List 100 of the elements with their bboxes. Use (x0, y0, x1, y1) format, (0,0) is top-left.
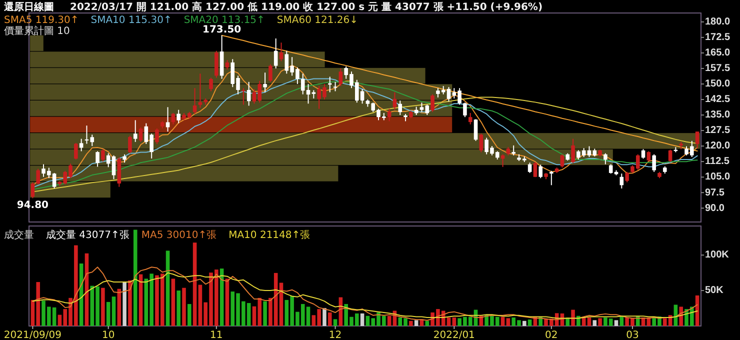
bar (409, 320, 413, 326)
x-tick-label: 10 (102, 330, 115, 340)
y-tick-label: 135.0 (705, 110, 730, 121)
y-tick-label: 105.0 (705, 172, 730, 183)
bar (30, 116, 452, 132)
x-tick-label: 12 (328, 330, 342, 340)
candlestick (387, 108, 392, 122)
x-tick-label: 2022/01 (433, 330, 475, 340)
candlestick (279, 42, 284, 62)
text: SMA20 113.15↑ (184, 15, 265, 26)
y-tick-label: 172.5 (705, 32, 730, 44)
bar (138, 274, 143, 326)
text: SMA60 121.26↓ (276, 15, 358, 26)
bar (328, 312, 332, 326)
candlestick (646, 150, 651, 162)
y-tick-label: 142.5 (705, 94, 730, 106)
candlestick (512, 144, 516, 156)
bar (225, 278, 230, 326)
annotation: 173.50 (202, 24, 242, 36)
candlestick (430, 94, 434, 112)
y-tick-label: 165.0 (705, 48, 730, 59)
candlestick (176, 109, 180, 124)
bar (414, 320, 418, 326)
y-tick-label: 50K (705, 285, 724, 296)
bar (117, 288, 122, 326)
y-tick-label: 97.5 (705, 187, 725, 198)
text: SMA5 119.30↑ (4, 15, 79, 26)
x-tick-label: 2021/09/09 (4, 330, 62, 340)
bar (571, 310, 575, 326)
candlestick (668, 149, 672, 162)
bar (133, 230, 138, 326)
bar (106, 302, 110, 326)
candlestick (155, 128, 159, 144)
bar (446, 317, 451, 326)
x-tick-label: 02 (545, 330, 558, 340)
candlestick (608, 164, 613, 174)
bar (171, 278, 176, 326)
candlestick (333, 81, 338, 92)
text: MA5 30010↑張 (141, 230, 217, 241)
candlestick (398, 100, 402, 116)
candlestick (171, 112, 176, 125)
candlestick (106, 152, 110, 168)
candlestick (246, 81, 251, 106)
bar (176, 290, 180, 326)
chart-subtitle: 2022/03/17 開 121.00 高 127.00 低 119.00 收 127.00 s 元 量 43077 張 +11.50 (+9.96%) (70, 1, 543, 13)
candlestick (128, 135, 132, 154)
candlestick (209, 77, 213, 92)
candlestick (263, 72, 267, 93)
bar (587, 317, 592, 326)
candlestick (79, 138, 84, 152)
candlestick (101, 148, 105, 162)
candlestick (604, 152, 608, 165)
chart-title: 還原日線圖 (3, 1, 54, 13)
bar (614, 320, 618, 326)
bar (425, 320, 430, 326)
candlestick (198, 73, 202, 108)
bar (387, 316, 392, 326)
text: SMA10 115.30↑ (90, 15, 172, 26)
chart-title: 價量累計圖 10 (4, 25, 70, 37)
candlestick (560, 154, 564, 168)
bar (592, 320, 597, 326)
bar (188, 304, 192, 326)
annotation: 94.80 (16, 200, 49, 212)
bar (263, 301, 267, 326)
y-tick-label: 180.0 (705, 16, 730, 28)
y-tick-label: 120.0 (705, 140, 730, 152)
bar (122, 282, 126, 326)
candlestick (225, 60, 230, 70)
y-tick-label: 112.5 (705, 156, 730, 168)
candlestick (533, 161, 538, 178)
bar (333, 319, 338, 326)
bar (500, 316, 505, 326)
bar (598, 318, 602, 326)
bar (101, 288, 105, 326)
x-tick-label: 11 (210, 330, 223, 340)
candlestick (268, 64, 272, 82)
bar (452, 317, 456, 326)
candlestick (112, 154, 116, 180)
candlestick (474, 118, 478, 142)
bar (506, 318, 510, 326)
candlestick (96, 150, 100, 168)
candlestick (338, 68, 343, 87)
candlestick (468, 112, 472, 125)
candlestick (242, 88, 246, 106)
x-tick-label: 03 (626, 330, 639, 340)
candlestick (30, 182, 35, 199)
candlestick (446, 86, 451, 102)
candlestick (695, 131, 700, 149)
candlestick (620, 173, 624, 189)
candlestick (652, 154, 656, 172)
candlestick (463, 102, 467, 118)
y-tick-label: 90.0 (705, 202, 725, 214)
y-tick-label: 150.0 (705, 78, 730, 90)
candlestick (550, 170, 554, 186)
candlestick (392, 92, 397, 110)
candlestick (625, 171, 629, 183)
y-tick-label: 100K (705, 250, 730, 261)
candlestick (274, 38, 278, 69)
bar (166, 250, 170, 326)
bar (112, 296, 116, 326)
